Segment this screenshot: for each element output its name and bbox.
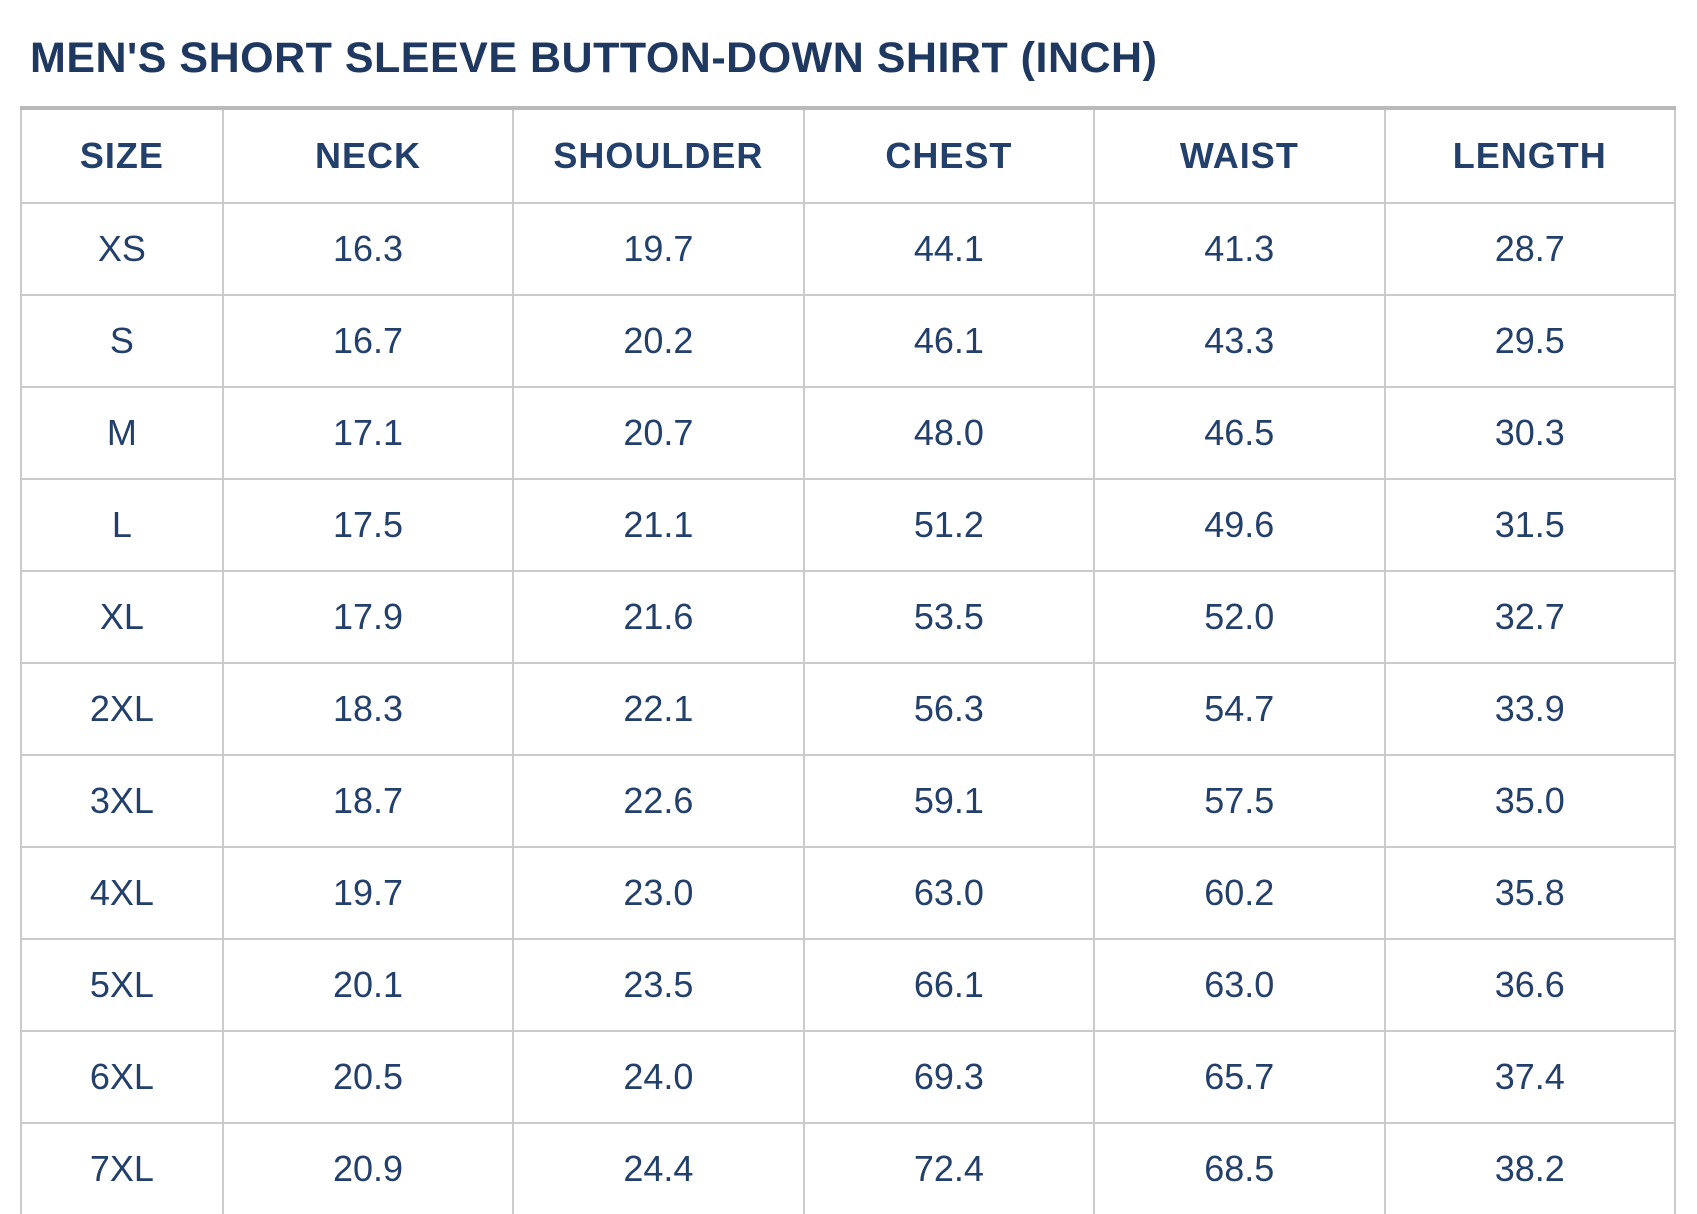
measurement-cell: 57.5 bbox=[1093, 754, 1386, 848]
measurement-cell: 22.1 bbox=[512, 662, 805, 756]
table-row-xs: XS 16.3 19.7 44.1 41.3 28.7 bbox=[20, 202, 1677, 296]
measurement-cell: 20.2 bbox=[512, 294, 805, 388]
measurement-cell: 60.2 bbox=[1093, 846, 1386, 940]
measurement-cell: 59.1 bbox=[802, 754, 1096, 848]
size-cell: 4XL bbox=[20, 846, 224, 940]
measurement-cell: 23.0 bbox=[512, 846, 805, 940]
size-cell: L bbox=[20, 478, 224, 572]
measurement-cell: 52.0 bbox=[1093, 570, 1386, 664]
measurement-cell: 23.5 bbox=[512, 938, 805, 1032]
measurement-cell: 20.1 bbox=[221, 938, 515, 1032]
measurement-cell: 63.0 bbox=[802, 846, 1096, 940]
measurement-cell: 46.1 bbox=[802, 294, 1096, 388]
measurement-cell: 68.5 bbox=[1093, 1122, 1386, 1214]
size-cell: M bbox=[20, 386, 224, 480]
measurement-cell: 44.1 bbox=[802, 202, 1096, 296]
measurement-cell: 18.3 bbox=[221, 662, 515, 756]
measurement-cell: 28.7 bbox=[1383, 202, 1677, 296]
measurement-cell: 29.5 bbox=[1383, 294, 1677, 388]
column-header-size: SIZE bbox=[20, 106, 224, 204]
measurement-cell: 30.3 bbox=[1383, 386, 1677, 480]
table-row-m: M 17.1 20.7 48.0 46.5 30.3 bbox=[20, 386, 1677, 480]
table-row-l: L 17.5 21.1 51.2 49.6 31.5 bbox=[20, 478, 1677, 572]
measurement-cell: 17.1 bbox=[221, 386, 515, 480]
measurement-cell: 35.8 bbox=[1383, 846, 1677, 940]
measurement-cell: 72.4 bbox=[802, 1122, 1096, 1214]
size-cell: S bbox=[20, 294, 224, 388]
measurement-cell: 22.6 bbox=[512, 754, 805, 848]
table-header-row: SIZE NECK SHOULDER CHEST WAIST LENGTH bbox=[20, 106, 1677, 204]
measurement-cell: 38.2 bbox=[1383, 1122, 1677, 1214]
table-row-4xl: 4XL 19.7 23.0 63.0 60.2 35.8 bbox=[20, 846, 1677, 940]
table-row-5xl: 5XL 20.1 23.5 66.1 63.0 36.6 bbox=[20, 938, 1677, 1032]
measurement-cell: 63.0 bbox=[1093, 938, 1386, 1032]
measurement-cell: 51.2 bbox=[802, 478, 1096, 572]
table-row-3xl: 3XL 18.7 22.6 59.1 57.5 35.0 bbox=[20, 754, 1677, 848]
measurement-cell: 69.3 bbox=[802, 1030, 1096, 1124]
column-header-neck: NECK bbox=[221, 106, 515, 204]
table-row-s: S 16.7 20.2 46.1 43.3 29.5 bbox=[20, 294, 1677, 388]
measurement-cell: 66.1 bbox=[802, 938, 1096, 1032]
size-cell: 2XL bbox=[20, 662, 224, 756]
measurement-cell: 21.1 bbox=[512, 478, 805, 572]
page-title: MEN'S SHORT SLEEVE BUTTON-DOWN SHIRT (IN… bbox=[30, 34, 1158, 82]
size-cell: 3XL bbox=[20, 754, 224, 848]
measurement-cell: 54.7 bbox=[1093, 662, 1386, 756]
table-row-xl: XL 17.9 21.6 53.5 52.0 32.7 bbox=[20, 570, 1677, 664]
size-cell: XL bbox=[20, 570, 224, 664]
size-cell: 5XL bbox=[20, 938, 224, 1032]
measurement-cell: 43.3 bbox=[1093, 294, 1386, 388]
table-row-2xl: 2XL 18.3 22.1 56.3 54.7 33.9 bbox=[20, 662, 1677, 756]
column-header-chest: CHEST bbox=[802, 106, 1096, 204]
measurement-cell: 20.7 bbox=[512, 386, 805, 480]
table-row-7xl: 7XL 20.9 24.4 72.4 68.5 38.2 bbox=[20, 1122, 1677, 1214]
measurement-cell: 33.9 bbox=[1383, 662, 1677, 756]
measurement-cell: 19.7 bbox=[512, 202, 805, 296]
measurement-cell: 17.9 bbox=[221, 570, 515, 664]
measurement-cell: 49.6 bbox=[1093, 478, 1386, 572]
measurement-cell: 18.7 bbox=[221, 754, 515, 848]
column-header-shoulder: SHOULDER bbox=[512, 106, 805, 204]
column-header-length: LENGTH bbox=[1383, 106, 1677, 204]
column-header-waist: WAIST bbox=[1093, 106, 1386, 204]
measurement-cell: 48.0 bbox=[802, 386, 1096, 480]
measurement-cell: 56.3 bbox=[802, 662, 1096, 756]
measurement-cell: 31.5 bbox=[1383, 478, 1677, 572]
measurement-cell: 32.7 bbox=[1383, 570, 1677, 664]
measurement-cell: 65.7 bbox=[1093, 1030, 1386, 1124]
measurement-cell: 20.5 bbox=[221, 1030, 515, 1124]
measurement-cell: 24.4 bbox=[512, 1122, 805, 1214]
size-cell: XS bbox=[20, 202, 224, 296]
measurement-cell: 53.5 bbox=[802, 570, 1096, 664]
measurement-cell: 24.0 bbox=[512, 1030, 805, 1124]
size-chart-table: SIZE NECK SHOULDER CHEST WAIST LENGTH XS 16.3 1… bbox=[20, 106, 1677, 1214]
measurement-cell: 35.0 bbox=[1383, 754, 1677, 848]
measurement-cell: 37.4 bbox=[1383, 1030, 1677, 1124]
measurement-cell: 36.6 bbox=[1383, 938, 1677, 1032]
measurement-cell: 16.3 bbox=[221, 202, 515, 296]
table-row-6xl: 6XL 20.5 24.0 69.3 65.7 37.4 bbox=[20, 1030, 1677, 1124]
measurement-cell: 46.5 bbox=[1093, 386, 1386, 480]
size-cell: 6XL bbox=[20, 1030, 224, 1124]
measurement-cell: 41.3 bbox=[1093, 202, 1386, 296]
measurement-cell: 19.7 bbox=[221, 846, 515, 940]
measurement-cell: 17.5 bbox=[221, 478, 515, 572]
measurement-cell: 21.6 bbox=[512, 570, 805, 664]
size-cell: 7XL bbox=[20, 1122, 224, 1214]
measurement-cell: 16.7 bbox=[221, 294, 515, 388]
measurement-cell: 20.9 bbox=[221, 1122, 515, 1214]
